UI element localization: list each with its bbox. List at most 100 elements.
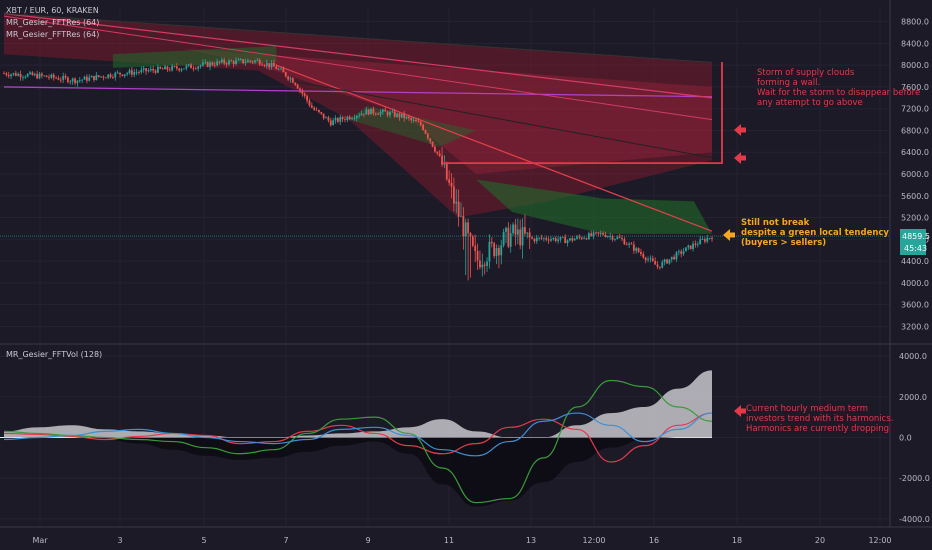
candle-body	[145, 68, 147, 72]
candle-body	[621, 237, 623, 240]
supply-wall-bracket	[443, 62, 723, 165]
lower-indicator-label[interactable]: MR_Gesier_FFTVol (128)	[6, 350, 102, 359]
candle-body	[474, 245, 477, 252]
price-tick-label: 5600.0	[901, 192, 929, 201]
candle-body	[363, 113, 365, 115]
candle-body	[265, 63, 268, 66]
candle-body	[353, 118, 356, 119]
candles[interactable]	[3, 56, 713, 281]
candle-body	[602, 233, 604, 235]
candle-body	[393, 111, 396, 117]
time-tick-label: 11	[444, 536, 454, 545]
price-axis[interactable]: 8800.0 8400.0 8000.0 7600.0 7200.0 6800.0 6400…	[901, 18, 929, 332]
candle-body	[460, 215, 462, 217]
price-tick-label: 6400.0	[901, 148, 929, 157]
candle-body	[372, 108, 375, 114]
candle-body	[677, 251, 680, 253]
candle-body	[521, 227, 524, 246]
time-tick-label: 18	[732, 536, 742, 545]
candle-body	[104, 77, 107, 79]
candle-body	[332, 120, 335, 126]
candle-body	[206, 61, 209, 67]
oscillator-axis[interactable]: 4000.0 2000.0 0.0 -2000.0 -4000.0	[899, 352, 930, 524]
candle-body	[216, 61, 219, 66]
candle-body	[512, 224, 514, 234]
candle-body	[128, 70, 131, 74]
candle-body	[320, 112, 323, 114]
candle-body	[19, 74, 22, 78]
candle-body	[592, 232, 595, 236]
bar-countdown: 45:43	[904, 244, 927, 253]
candle-body	[327, 117, 330, 121]
candle-body	[355, 115, 358, 119]
candle-body	[703, 239, 706, 242]
candle-body	[711, 237, 713, 239]
candle-body	[254, 60, 256, 63]
candle-body	[40, 73, 43, 76]
candle-body	[130, 70, 133, 75]
candle-body	[133, 72, 136, 75]
candle-body	[38, 73, 41, 79]
candle-body	[14, 73, 17, 76]
oscillator-annotations	[734, 405, 746, 417]
candle-body	[7, 75, 10, 77]
candle-body	[583, 238, 586, 240]
candle-body	[256, 59, 259, 61]
candle-body	[450, 182, 453, 187]
candle-body	[190, 64, 192, 69]
candle-body	[455, 201, 458, 204]
resistance-line	[3, 15, 713, 121]
candle-body	[391, 111, 394, 113]
candle-body	[119, 72, 121, 75]
candle-body	[467, 222, 470, 234]
candle-body	[557, 239, 559, 242]
candle-body	[17, 74, 20, 76]
candle-body	[85, 76, 88, 81]
candle-body	[121, 74, 124, 76]
candle-body	[374, 113, 377, 115]
candle-body	[81, 79, 84, 81]
candle-body	[630, 243, 633, 245]
last-price-tag: 4859.5 45:43	[900, 229, 930, 255]
candle-body	[422, 124, 425, 130]
candle-body	[419, 121, 422, 125]
candle-body	[358, 115, 361, 117]
candle-body	[412, 119, 415, 121]
candle-body	[202, 62, 204, 66]
candle-body	[175, 66, 178, 69]
harmonics-note-line-1: Current hourly medium term	[746, 404, 868, 414]
resistance-line	[3, 12, 713, 99]
candle-body	[524, 227, 526, 234]
candle-body	[507, 227, 510, 247]
price-tick-label: 8800.0	[901, 18, 929, 27]
candle-body	[696, 244, 699, 246]
storm-note-line-1: Storm of supply clouds	[757, 68, 855, 78]
price-tick-label: 8000.0	[901, 61, 929, 70]
candle-body	[351, 118, 353, 120]
candle-body	[230, 60, 233, 62]
candle-body	[495, 248, 498, 257]
candle-body	[114, 72, 117, 78]
candle-body	[97, 75, 100, 77]
time-tick-label: 7	[283, 536, 288, 545]
candle-body	[628, 243, 631, 245]
candle-body	[277, 68, 280, 70]
candle-body	[692, 243, 694, 250]
indicator-label-2[interactable]: MR_Gesier_FFTRes (64)	[6, 30, 99, 39]
indicator-label-1[interactable]: MR_Gesier_FFTRes (64)	[6, 18, 99, 27]
time-axis[interactable]: Mar 3 5 7 9 11 13 12:00 16 18 20 12:00	[32, 536, 891, 545]
candle-body	[140, 69, 143, 73]
candle-body	[445, 162, 448, 180]
time-tick-label: 5	[201, 536, 206, 545]
candle-body	[223, 59, 226, 64]
candle-body	[569, 238, 571, 241]
candle-body	[469, 233, 472, 237]
candle-body	[516, 229, 519, 235]
candle-body	[403, 113, 406, 119]
candle-body	[33, 73, 36, 76]
candle-body	[24, 76, 27, 78]
candle-body	[228, 60, 230, 65]
candle-body	[29, 72, 31, 75]
candle-body	[273, 63, 275, 67]
